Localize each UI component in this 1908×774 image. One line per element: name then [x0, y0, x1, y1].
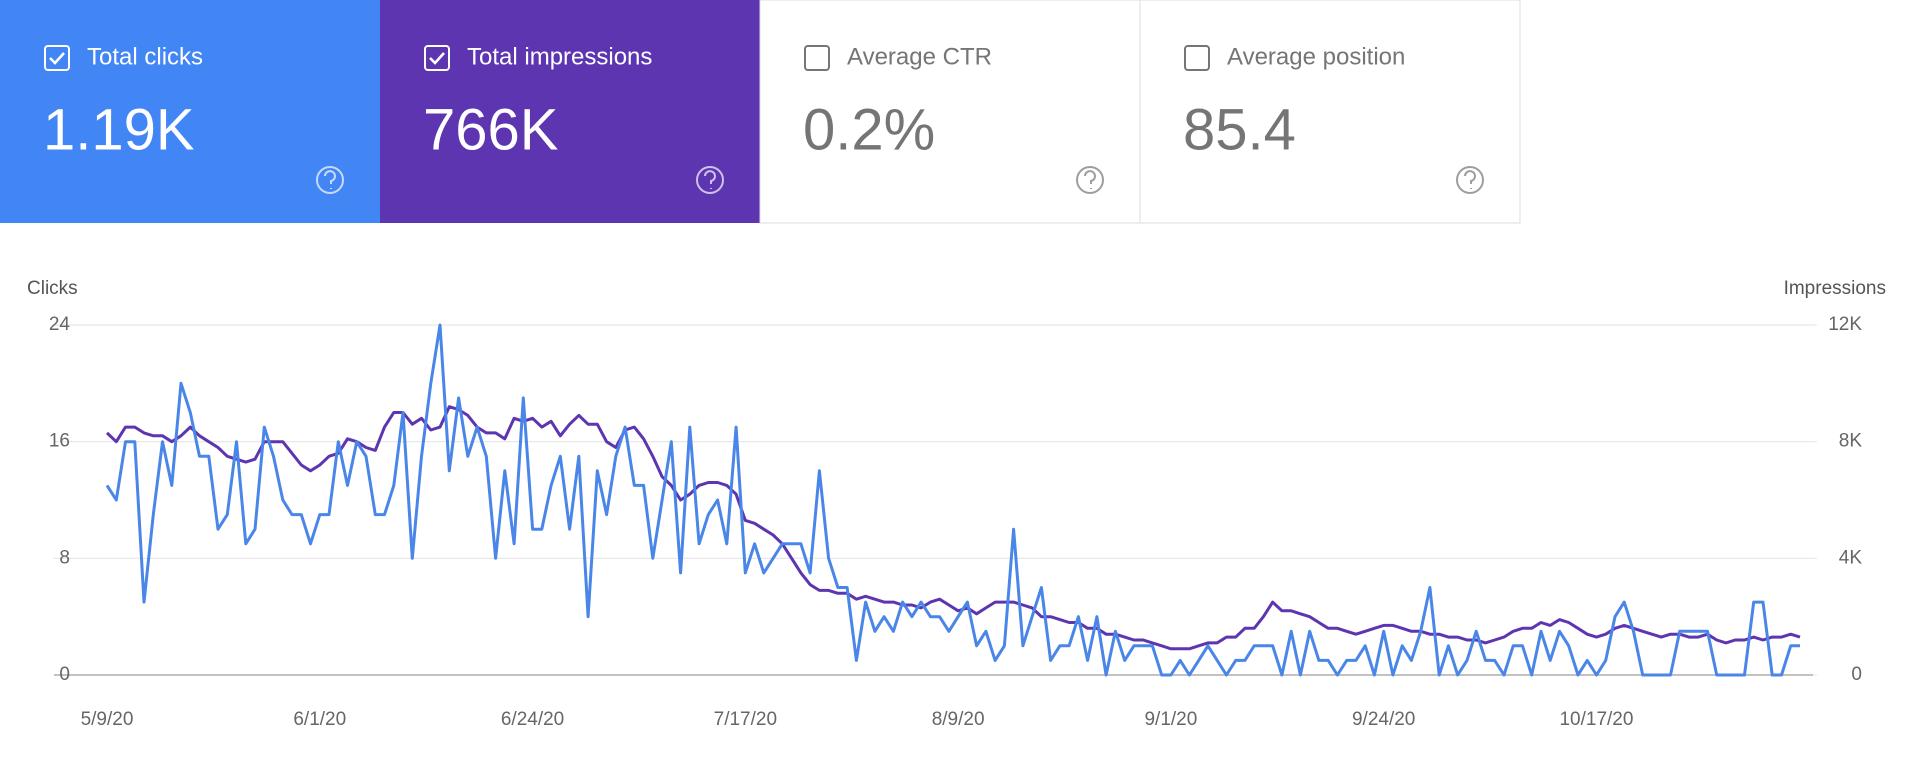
- y2-axis-title: Impressions: [1784, 278, 1886, 299]
- y-tick-label: 24: [49, 314, 71, 335]
- help-icon[interactable]: [1076, 166, 1104, 194]
- tile-label: Total clicks: [87, 43, 203, 70]
- tile-background: [759, 0, 1141, 224]
- help-icon[interactable]: [316, 166, 344, 194]
- x-tick-label: 9/24/20: [1352, 709, 1415, 730]
- y-tick-label: 8: [59, 547, 70, 568]
- checkmark: [429, 52, 445, 65]
- tile-background: [0, 0, 380, 223]
- tile-value: 0.2%: [803, 97, 935, 162]
- y2-tick-label: 0: [1851, 664, 1862, 685]
- metric-tile[interactable]: Average position 85.4: [1139, 0, 1521, 224]
- checkbox[interactable]: [804, 45, 830, 71]
- tile-background: [380, 0, 760, 223]
- tile-label: Total impressions: [467, 43, 652, 70]
- y2-tick-label: 8K: [1839, 431, 1863, 452]
- checkbox[interactable]: [44, 45, 70, 71]
- series-line: [105, 405, 1801, 651]
- tile-label: Average position: [1227, 43, 1405, 70]
- metric-tile[interactable]: Average CTR 0.2%: [759, 0, 1141, 224]
- x-tick-label: 8/9/20: [932, 709, 985, 730]
- y2-tick-label: 4K: [1839, 547, 1863, 568]
- metric-tile[interactable]: Total impressions 766K: [380, 0, 760, 223]
- x-tick-label: 9/1/20: [1144, 709, 1197, 730]
- y-tick-label: 0: [59, 664, 70, 685]
- y-tick-label: 16: [49, 431, 70, 452]
- x-tick-label: 5/9/20: [81, 709, 134, 730]
- checkbox[interactable]: [1184, 45, 1210, 71]
- x-tick-label: 6/24/20: [501, 709, 564, 730]
- series-line: [105, 323, 1800, 677]
- checkbox[interactable]: [424, 45, 450, 71]
- y2-tick-label: 12K: [1828, 314, 1862, 335]
- tile-background: [1139, 0, 1521, 224]
- help-icon-glyph: [704, 170, 716, 189]
- y-axis-title: Clicks: [27, 278, 78, 299]
- checkmark: [49, 52, 65, 65]
- tile-value: 1.19K: [43, 97, 195, 162]
- tile-label: Average CTR: [847, 43, 992, 70]
- x-tick-label: 6/1/20: [293, 709, 346, 730]
- help-icon[interactable]: [1456, 166, 1484, 194]
- help-icon-glyph: [324, 170, 336, 189]
- metric-tile[interactable]: Total clicks 1.19K: [0, 0, 380, 223]
- tile-value: 85.4: [1183, 97, 1296, 162]
- tile-value: 766K: [423, 97, 559, 162]
- x-tick-label: 7/17/20: [714, 709, 777, 730]
- x-tick-label: 10/17/20: [1559, 709, 1633, 730]
- help-icon[interactable]: [696, 166, 724, 194]
- help-icon-glyph: [1084, 170, 1096, 189]
- help-icon-glyph: [1464, 170, 1476, 189]
